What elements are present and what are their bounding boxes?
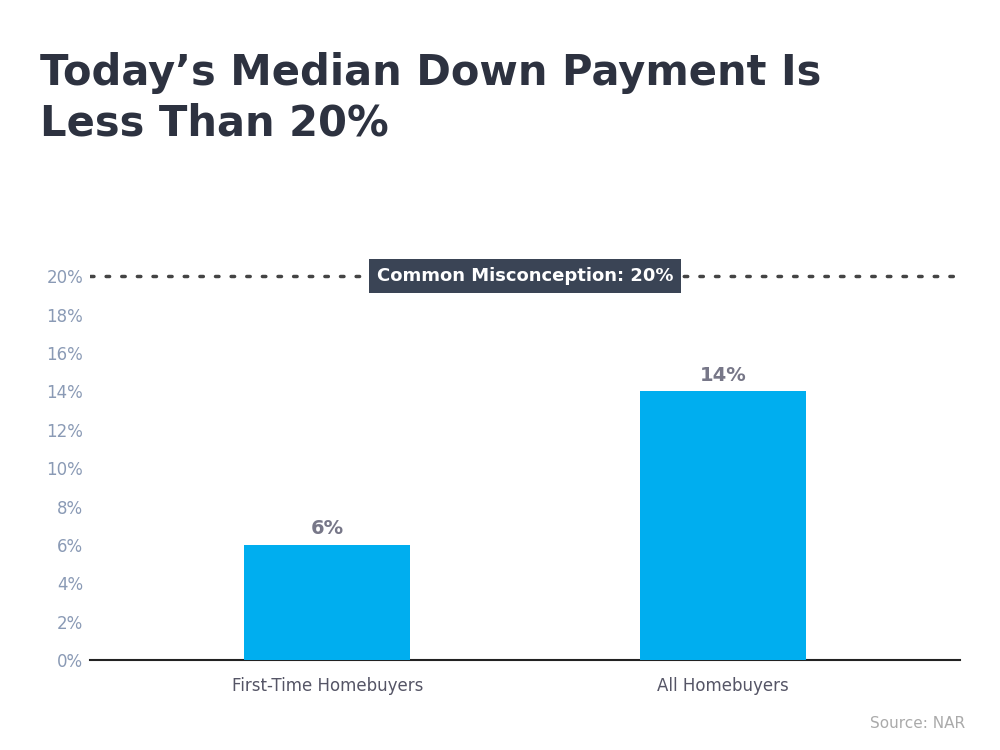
Text: Common Misconception: 20%: Common Misconception: 20% [377,267,673,285]
Text: 6%: 6% [311,519,344,538]
Text: 14%: 14% [699,366,746,385]
Bar [640,392,806,660]
Text: Source: NAR: Source: NAR [870,716,965,731]
Bar [244,545,410,660]
Text: Today’s Median Down Payment Is
Less Than 20%: Today’s Median Down Payment Is Less Than… [40,53,821,145]
